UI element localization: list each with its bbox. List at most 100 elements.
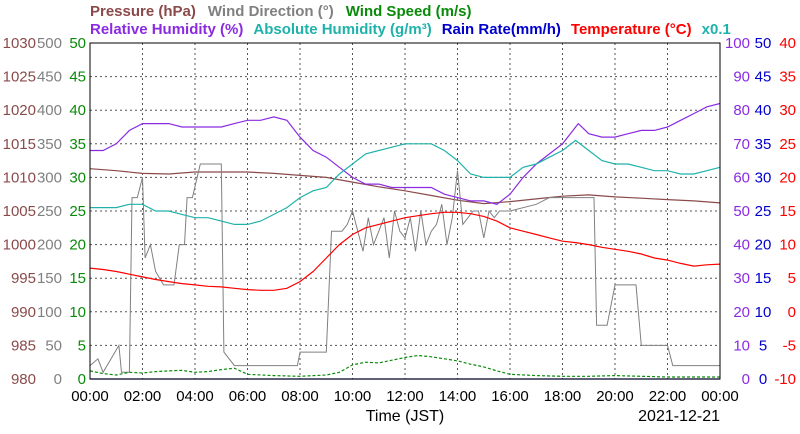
x-tick-label: 02:00 xyxy=(124,388,162,405)
tick-label-wind_direction: 450 xyxy=(37,69,62,86)
tick-label-pressure: 1010 xyxy=(3,169,36,186)
tick-label-humidity: 60 xyxy=(733,169,750,186)
left-axes: 1030102510201015101010051000995990985980… xyxy=(3,35,86,388)
tick-label-rain_rate: 15 xyxy=(755,270,772,287)
right-axes: 1009080706050403020100504540353025201510… xyxy=(725,35,796,388)
tick-label-wind_speed: 50 xyxy=(69,35,86,52)
tick-label-temperature: 0 xyxy=(788,304,796,321)
tick-label-humidity: 30 xyxy=(733,270,750,287)
tick-label-wind_direction: 400 xyxy=(37,102,62,119)
tick-label-wind_speed: 0 xyxy=(78,371,86,388)
tick-label-wind_speed: 15 xyxy=(69,270,86,287)
plot-frame xyxy=(89,42,721,380)
series-temperature xyxy=(89,211,721,291)
tick-label-rain_rate: 45 xyxy=(755,69,772,86)
legend-item: Wind Speed (m/s) xyxy=(346,3,472,20)
tick-label-pressure: 1005 xyxy=(3,203,36,220)
tick-label-temperature: 25 xyxy=(779,136,796,153)
tick-label-wind_direction: 150 xyxy=(37,270,62,287)
tick-label-wind_direction: 0 xyxy=(54,371,62,388)
tick-label-pressure: 1030 xyxy=(3,35,36,52)
tick-label-humidity: 0 xyxy=(742,371,750,388)
date-label: 2021-12-21 xyxy=(638,408,720,425)
tick-label-humidity: 20 xyxy=(733,304,750,321)
legend-row-1: Pressure (hPa) Wind Direction (°) Wind Spe… xyxy=(90,3,471,20)
legend-item: Pressure (hPa) xyxy=(90,3,196,20)
tick-label-pressure: 1015 xyxy=(3,136,36,153)
tick-label-wind_speed: 20 xyxy=(69,237,86,254)
tick-label-temperature: 40 xyxy=(779,35,796,52)
legend-item: x0.1 xyxy=(702,21,731,38)
legend-row-2: Relative Humidity (%) Absolute Humidity (… xyxy=(90,21,731,38)
x-tick-label: 06:00 xyxy=(229,388,267,405)
tick-label-rain_rate: 0 xyxy=(759,371,767,388)
tick-label-temperature: 30 xyxy=(779,102,796,119)
tick-label-wind_speed: 40 xyxy=(69,102,86,119)
tick-label-temperature: 15 xyxy=(779,203,796,220)
tick-label-wind_speed: 45 xyxy=(69,69,86,86)
tick-label-rain_rate: 10 xyxy=(755,304,772,321)
tick-label-temperature: -5 xyxy=(783,337,796,354)
tick-label-pressure: 1000 xyxy=(3,237,36,254)
series-humidity xyxy=(90,102,721,205)
tick-label-rain_rate: 40 xyxy=(755,102,772,119)
tick-label-wind_direction: 100 xyxy=(37,304,62,321)
series-humidity xyxy=(90,139,721,225)
x-tick-label: 20:00 xyxy=(596,388,634,405)
tick-label-pressure: 985 xyxy=(11,337,36,354)
tick-label-wind_direction: 250 xyxy=(37,203,62,220)
legend-item: Relative Humidity (%) xyxy=(90,21,243,38)
grid xyxy=(90,43,720,379)
tick-label-rain_rate: 25 xyxy=(755,203,772,220)
tick-label-rain_rate: 5 xyxy=(759,337,767,354)
tick-label-temperature: 20 xyxy=(779,169,796,186)
series-pressure xyxy=(89,168,721,205)
x-tick-label: 22:00 xyxy=(649,388,687,405)
x-axis-label: Time (JST) xyxy=(366,408,445,425)
x-tick-label: 14:00 xyxy=(439,388,477,405)
tick-label-pressure: 990 xyxy=(11,304,36,321)
legend-item: Absolute Humidity (g/m³) xyxy=(253,21,431,38)
tick-label-temperature: 35 xyxy=(779,69,796,86)
x-tick-label: 16:00 xyxy=(491,388,529,405)
series-wind_direction xyxy=(89,163,720,374)
tick-label-wind_speed: 25 xyxy=(69,203,86,220)
tick-label-wind_direction: 200 xyxy=(37,237,62,254)
tick-label-temperature: -10 xyxy=(774,371,796,388)
tick-label-wind_speed: 35 xyxy=(69,136,86,153)
tick-label-wind_direction: 500 xyxy=(37,35,62,52)
x-tick-label: 08:00 xyxy=(281,388,319,405)
tick-label-rain_rate: 50 xyxy=(755,35,772,52)
tick-label-humidity: 10 xyxy=(733,337,750,354)
tick-label-temperature: 5 xyxy=(788,270,796,287)
legend-item: Wind Direction (°) xyxy=(208,3,334,20)
tick-label-humidity: 40 xyxy=(733,237,750,254)
legend-item: Temperature (°C) xyxy=(571,21,692,38)
tick-label-rain_rate: 30 xyxy=(755,169,772,186)
tick-label-wind_speed: 5 xyxy=(78,337,86,354)
x-tick-label: 10:00 xyxy=(334,388,372,405)
tick-label-wind_speed: 30 xyxy=(69,169,86,186)
tick-label-temperature: 10 xyxy=(779,237,796,254)
tick-label-pressure: 980 xyxy=(11,371,36,388)
tick-label-humidity: 90 xyxy=(733,69,750,86)
tick-label-pressure: 1020 xyxy=(3,102,36,119)
tick-label-rain_rate: 35 xyxy=(755,136,772,153)
x-tick-label: 12:00 xyxy=(386,388,424,405)
tick-label-wind_direction: 300 xyxy=(37,169,62,186)
tick-label-humidity: 100 xyxy=(725,35,750,52)
x-tick-label: 00:00 xyxy=(71,388,109,405)
tick-label-wind_speed: 10 xyxy=(69,304,86,321)
tick-label-pressure: 995 xyxy=(11,270,36,287)
tick-label-wind_direction: 50 xyxy=(45,337,62,354)
x-axis: 00:00 02:00 04:00 06:00 08:00 10:00 12:00 14:00… xyxy=(71,388,739,405)
tick-label-humidity: 50 xyxy=(733,203,750,220)
tick-label-pressure: 1025 xyxy=(3,69,36,86)
legend-item: Rain Rate(mm/h) xyxy=(442,21,561,38)
x-tick-label: 04:00 xyxy=(176,388,214,405)
series-wind_speed xyxy=(89,354,720,378)
x-tick-label: 00:00 xyxy=(701,388,739,405)
tick-label-rain_rate: 20 xyxy=(755,237,772,254)
